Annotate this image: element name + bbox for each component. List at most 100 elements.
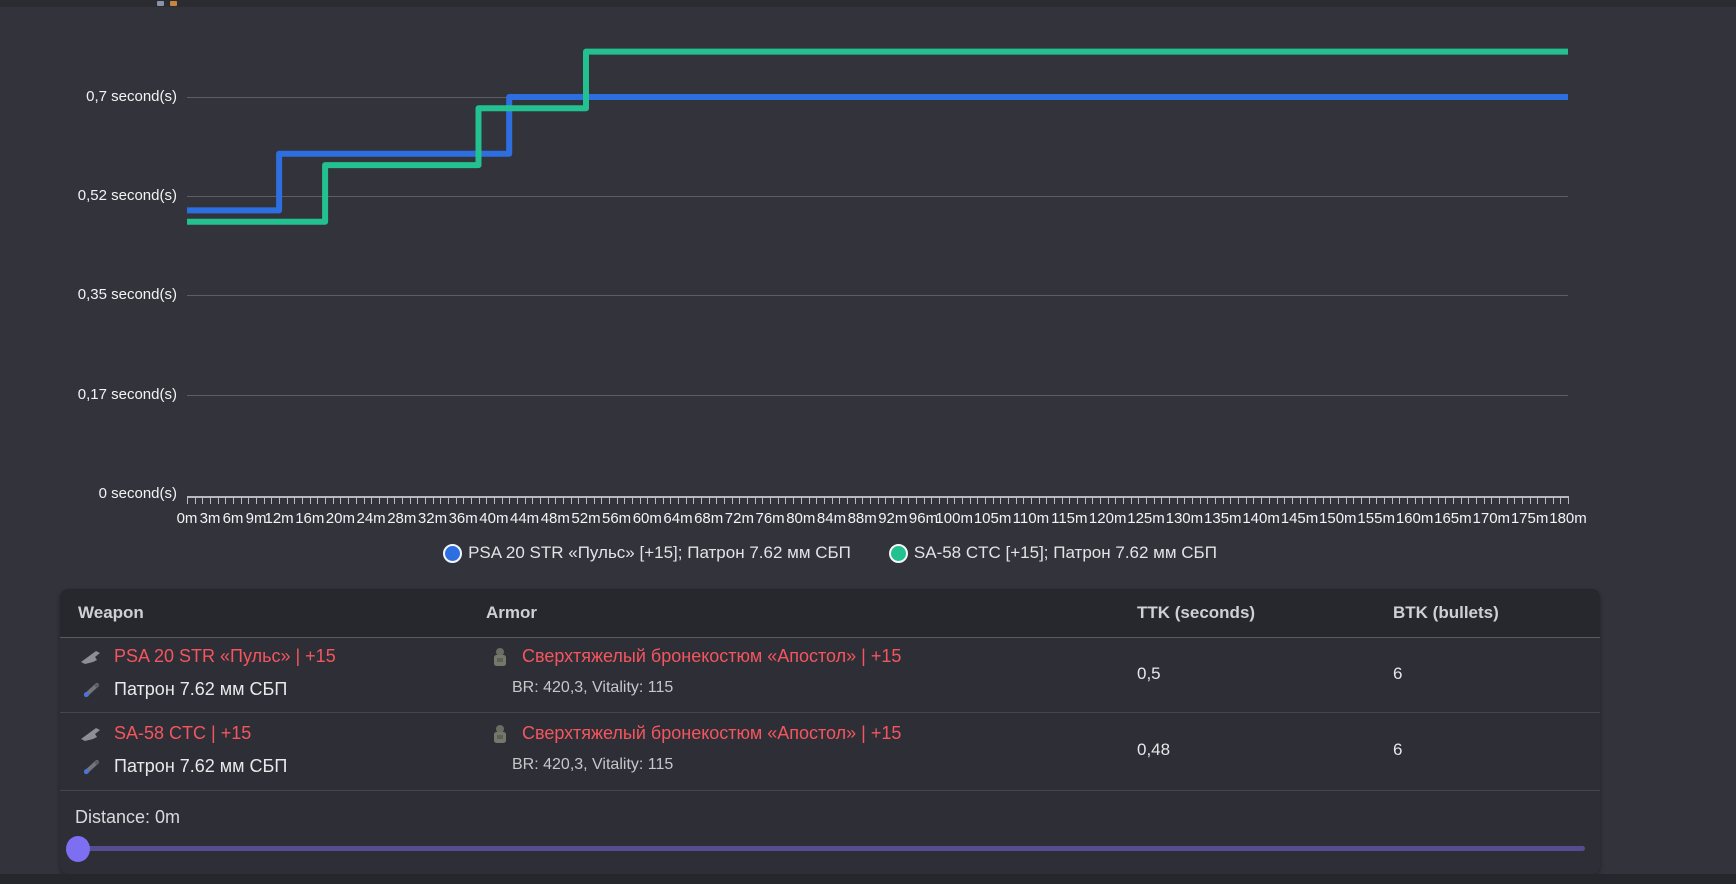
x-axis-tick-label: 80m [786, 510, 816, 527]
x-axis-tick [317, 497, 319, 504]
column-header-ttk: TTK (seconds) [1137, 603, 1256, 622]
x-axis-tick [355, 497, 357, 504]
chart-legend: PSA 20 STR «Пульс» [+15]; Патрон 7.62 мм… [60, 543, 1600, 563]
x-axis-tick [1445, 497, 1447, 504]
x-axis-tick-label: 24m [356, 510, 386, 527]
x-axis-tick [1491, 497, 1493, 504]
x-axis-tick-label: 76m [755, 510, 785, 527]
x-axis-tick [302, 497, 304, 504]
btk-value: 6 [1393, 664, 1403, 683]
x-axis-tick [194, 497, 196, 504]
x-axis-tick [1215, 497, 1217, 504]
x-axis-tick-label: 135m [1204, 510, 1242, 527]
armor-name-link[interactable]: Сверхтяжелый бронекостюм «Апостол» | +15 [522, 646, 902, 666]
x-axis-tick [770, 497, 772, 504]
weapon-name-link[interactable]: PSA 20 STR «Пульс» | +15 [114, 646, 336, 666]
x-axis-tick [1568, 497, 1569, 504]
x-axis-tick [1437, 497, 1439, 504]
x-axis-tick [1176, 497, 1178, 504]
x-axis-tick-label: 120m [1088, 510, 1127, 527]
x-axis-tick [670, 497, 672, 504]
legend-dot-blue-icon [443, 543, 463, 563]
x-axis-tick [1007, 497, 1009, 504]
distance-slider-track[interactable] [75, 846, 1585, 851]
x-axis-tick [1499, 497, 1500, 504]
x-axis-tick [555, 497, 557, 504]
x-axis-tick-label: 6m [222, 510, 244, 527]
legend-item-sa58[interactable]: SA-58 CTC [+15]; Патрон 7.62 мм СБП [888, 543, 1217, 563]
x-axis-tick [417, 497, 419, 504]
x-axis-tick-label: 150m [1319, 510, 1357, 527]
rifle-icon [78, 726, 106, 742]
x-axis-tick [1460, 497, 1462, 504]
x-axis-tick-label: 96m [908, 510, 939, 527]
table-row: PSA 20 STR «Пульс» | +15 Патрон 7.62 мм … [60, 638, 1600, 713]
x-axis-tick [1514, 497, 1516, 504]
x-axis-tick [1222, 497, 1224, 504]
x-axis-tick [1291, 497, 1293, 504]
x-axis-tick [793, 497, 795, 504]
x-axis-tick [862, 497, 864, 504]
x-axis-tick [1015, 497, 1017, 504]
x-axis-tick-label: 72m [724, 510, 754, 527]
x-axis-tick [609, 497, 610, 504]
x-axis-tick [685, 497, 687, 504]
ammo-icon [78, 682, 106, 698]
x-axis-tick [777, 497, 779, 504]
y-axis-tick-label: 0,52 second(s) [77, 187, 177, 205]
distance-slider-thumb[interactable] [66, 836, 90, 862]
x-axis-tick-label: 92m [878, 510, 908, 527]
armor-name-link[interactable]: Сверхтяжелый бронекостюм «Апостол» | +15 [522, 723, 902, 743]
gridline [187, 196, 1568, 197]
x-axis-tick [187, 497, 188, 504]
x-axis-tick-label: 175m [1510, 510, 1549, 527]
x-axis-tick-label: 3m [199, 510, 221, 527]
x-axis-tick-label: 130m [1165, 510, 1204, 527]
x-axis-tick [747, 497, 749, 504]
x-axis-tick [539, 497, 541, 504]
x-axis-tick [984, 497, 986, 504]
legend-dot-green-icon [888, 543, 908, 563]
x-axis-tick [1337, 497, 1339, 504]
x-axis-tick [1406, 497, 1408, 504]
x-axis-tick-label: 100m [935, 510, 973, 527]
x-axis-tick [892, 497, 894, 504]
x-axis-tick [724, 497, 726, 504]
legend-item-psa20[interactable]: PSA 20 STR «Пульс» [+15]; Патрон 7.62 мм… [443, 543, 851, 563]
x-axis-tick [478, 497, 480, 504]
x-axis-tick [256, 497, 258, 504]
x-axis-tick [1046, 497, 1048, 504]
x-axis-tick [470, 497, 472, 504]
x-axis-tick [601, 497, 603, 504]
weapon-name-link[interactable]: SA-58 CTC | +15 [114, 723, 252, 743]
x-axis-tick-label: 52m [571, 510, 601, 527]
x-axis-tick [647, 497, 649, 504]
x-axis-tick [1383, 497, 1385, 504]
x-axis-tick-label: 12m [264, 510, 294, 527]
x-axis-tick-label: 110m [1012, 510, 1050, 527]
x-axis-tick [1529, 497, 1531, 504]
x-axis-tick [1107, 497, 1109, 504]
x-axis-tick [1391, 497, 1393, 504]
x-axis-tick [938, 497, 940, 504]
x-axis-tick [839, 497, 841, 504]
x-axis-tick [1061, 497, 1063, 504]
x-axis-tick [662, 497, 664, 504]
x-axis-tick [263, 497, 265, 504]
table-row: SA-58 CTC | +15 Патрон 7.62 мм СБП Сверх… [60, 713, 1600, 791]
x-axis-tick [639, 497, 641, 504]
x-axis-tick [831, 497, 833, 504]
x-axis-tick [509, 497, 511, 504]
x-axis-tick-label: 20m [325, 510, 355, 527]
x-axis-tick-label: 56m [602, 510, 632, 527]
x-axis-tick-label: 145m [1280, 510, 1319, 527]
x-axis-tick [202, 497, 204, 504]
x-axis-tick [371, 497, 373, 504]
x-axis-tick-label: 140m [1242, 510, 1280, 527]
x-axis-tick [1238, 497, 1240, 504]
x-axis-tick [816, 497, 818, 504]
column-header-weapon: Weapon [78, 603, 144, 622]
x-axis-tick [1414, 497, 1416, 504]
x-axis-tick [348, 497, 350, 504]
x-axis-tick [701, 497, 702, 504]
